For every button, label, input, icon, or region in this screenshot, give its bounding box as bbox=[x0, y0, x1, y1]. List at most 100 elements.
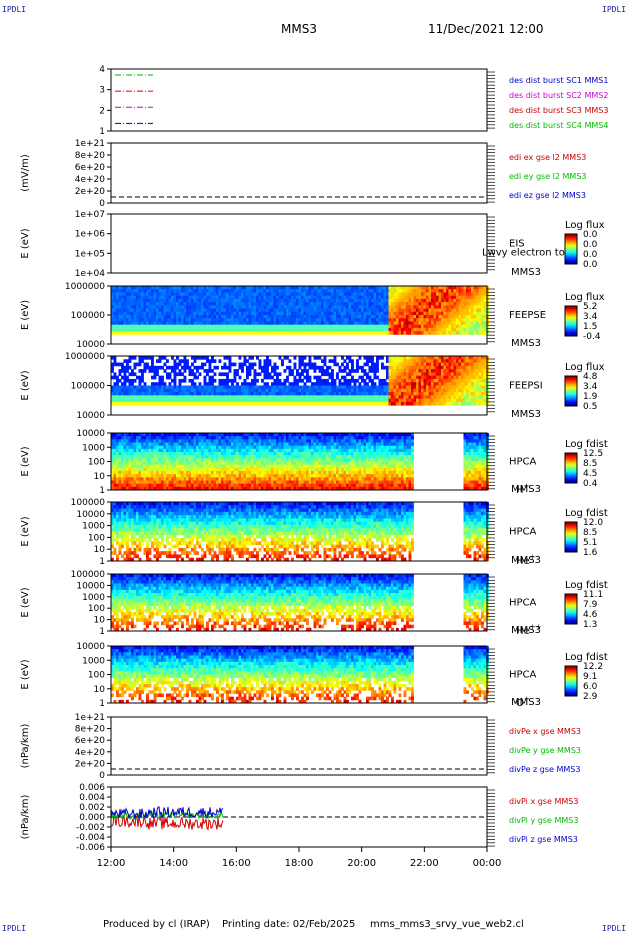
panel-feepsi-cell bbox=[348, 382, 352, 386]
panel-feepsi-cell bbox=[178, 385, 182, 390]
panel-feepse-cell bbox=[468, 327, 472, 332]
panel-feepse-cell bbox=[271, 289, 274, 293]
panel-feepse-cell bbox=[483, 292, 487, 297]
panel-feepsi-cell bbox=[398, 401, 402, 406]
panel-feepsi-cell bbox=[148, 392, 152, 396]
panel-feepse-cell bbox=[281, 286, 284, 290]
panel-feepsi-cell bbox=[451, 388, 454, 393]
panel-hpca_h-cell bbox=[173, 439, 177, 443]
panel-hpca_h-cell bbox=[198, 445, 202, 450]
panel-feepse-cell bbox=[381, 324, 384, 329]
panel-feepsi-cell bbox=[171, 365, 174, 370]
panel-feepse-cell bbox=[281, 298, 284, 303]
panel-feepse-cell bbox=[358, 311, 362, 316]
panel-feepsi-cell bbox=[388, 362, 392, 367]
panel-feepsi-cell bbox=[128, 382, 132, 386]
panel-feepse-cell bbox=[191, 298, 194, 303]
panel-feepse-cell bbox=[263, 331, 267, 335]
panel-feepse-cell bbox=[443, 286, 447, 290]
panel-feepsi-cell bbox=[273, 401, 277, 406]
panel-feepsi-cell bbox=[198, 356, 202, 360]
panel-feepsi-cell bbox=[456, 392, 459, 396]
panel-feepsi-cell bbox=[481, 369, 484, 373]
panel-feepse-cell bbox=[236, 315, 239, 319]
panel-feepse-cell bbox=[171, 305, 174, 309]
panel-feepsi-cell bbox=[476, 378, 479, 383]
panel-burst-ytick-label: 3 bbox=[99, 86, 105, 96]
panel-feepsi-cell bbox=[328, 398, 332, 403]
panel-feepsi-cell bbox=[213, 359, 217, 363]
panel-feepse-cell bbox=[393, 289, 397, 293]
panel-feepse-cell bbox=[258, 308, 262, 313]
panel-feepsi-cell bbox=[403, 401, 407, 406]
panel-feepsi-colorbar bbox=[564, 375, 578, 407]
panel-hpca_h-cell bbox=[191, 464, 194, 469]
panel-feepse-cell bbox=[338, 286, 342, 290]
panel-feepsi-cell bbox=[371, 365, 374, 370]
panel-feepsi-cell bbox=[343, 388, 347, 393]
panel-feepse-cell bbox=[213, 311, 217, 316]
panel-feepse-cell bbox=[363, 321, 367, 326]
panel-feepsi-cell bbox=[481, 395, 484, 400]
panel-feepsi-cell bbox=[466, 356, 469, 360]
panel-feepse-cell bbox=[273, 311, 277, 316]
panel-feepsi-cell bbox=[191, 398, 194, 403]
panel-feepse-cell bbox=[236, 308, 239, 313]
panel-feepse-cell bbox=[481, 292, 484, 297]
panel-feepsi-cell bbox=[131, 382, 134, 386]
panel-feepsi-cell bbox=[426, 378, 429, 383]
panel-feepsi-cell bbox=[251, 385, 254, 390]
panel-feepse-cell bbox=[408, 286, 412, 290]
panel-feepse-cell bbox=[201, 331, 204, 335]
panel-feepse-cell bbox=[261, 305, 264, 309]
panel-feepse-cell bbox=[148, 295, 152, 300]
panel-feepsi-cell bbox=[243, 392, 247, 396]
panel-feepsi-cell bbox=[408, 356, 412, 360]
panel-feepsi-cell bbox=[238, 365, 242, 370]
panel-feepsi-cell bbox=[221, 385, 224, 390]
panel-hpca_h-cell bbox=[153, 433, 157, 437]
panel-feepse-cell bbox=[181, 315, 184, 319]
panel-feepse-cell bbox=[176, 305, 179, 309]
panel-feepse-cell bbox=[253, 292, 257, 297]
panel-feepse-cell bbox=[436, 286, 439, 290]
panel-feepse-cell bbox=[208, 324, 212, 329]
panel-hpca_h-cell bbox=[178, 467, 182, 472]
panel-feepse-cell bbox=[121, 305, 124, 309]
panel-feepse-cell bbox=[458, 286, 462, 290]
panel-feepse-cell bbox=[276, 286, 279, 290]
panel-feepsi-cell bbox=[476, 365, 479, 370]
panel-hpca_h-cell bbox=[141, 474, 144, 478]
panel-feepse-cell bbox=[183, 289, 187, 293]
panel-feepse-cell bbox=[153, 321, 157, 326]
panel-feepse-cell bbox=[468, 315, 472, 319]
panel-feepse-cell bbox=[356, 292, 359, 297]
panel-hpca_h-cell bbox=[128, 483, 132, 488]
panel-feepsi-cell bbox=[418, 401, 422, 406]
panel-feepsi-cell bbox=[331, 398, 334, 403]
panel-feepse-cell bbox=[288, 302, 292, 306]
panel-feepsi-cell bbox=[451, 385, 454, 390]
panel-feepse-cell bbox=[268, 315, 272, 319]
panel-feepse-cell bbox=[181, 324, 184, 329]
panel-feepse-cell bbox=[141, 305, 144, 309]
panel-feepsi-cell bbox=[271, 392, 274, 396]
panel-feepse-cell bbox=[328, 311, 332, 316]
panel-hpca_h-cell bbox=[206, 458, 209, 462]
panel-feepse-cell bbox=[458, 315, 462, 319]
panel-feepse-cell bbox=[263, 292, 267, 297]
panel-feepse-cell bbox=[316, 331, 319, 335]
panel-feepsi-cell bbox=[158, 395, 162, 400]
panel-feepse-cell bbox=[111, 318, 114, 322]
panel-feepse-cell bbox=[168, 331, 172, 335]
panel-hpca_h-cell bbox=[203, 464, 207, 469]
panel-feepse-cell bbox=[256, 298, 259, 303]
panel-feepsi-cell bbox=[373, 395, 377, 400]
panel-feepsi-cell bbox=[123, 375, 127, 380]
panel-feepse-cell bbox=[216, 311, 219, 316]
panel-feepse-cell bbox=[168, 321, 172, 326]
panel-hpca_h-cell bbox=[126, 445, 129, 450]
panel-feepsi-cell bbox=[218, 388, 222, 393]
panel-feepse-cell bbox=[123, 289, 127, 293]
panel-hpca_h-cell bbox=[166, 448, 169, 453]
